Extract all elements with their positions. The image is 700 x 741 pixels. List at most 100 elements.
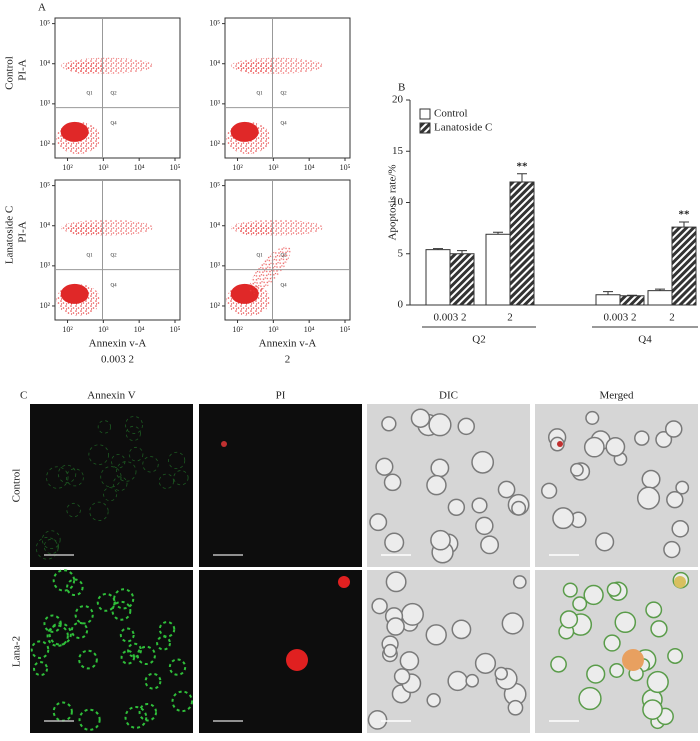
x-tick-label: 10⁴ — [304, 163, 315, 172]
cell — [501, 612, 524, 635]
cell — [171, 690, 194, 713]
cell — [400, 602, 424, 626]
cell — [585, 410, 600, 425]
x-tick-label: 10² — [232, 325, 243, 334]
pi-cell — [338, 576, 350, 588]
micrograph — [30, 570, 193, 733]
cell — [158, 621, 176, 638]
cell — [369, 513, 388, 532]
bar — [509, 181, 535, 306]
cell — [614, 611, 637, 634]
error-bar — [433, 248, 443, 250]
pi-cell — [286, 649, 308, 671]
cell — [650, 620, 668, 638]
cell — [57, 464, 77, 484]
cell — [586, 664, 606, 684]
cell-cloud — [237, 61, 274, 74]
cell — [125, 416, 143, 434]
cell — [667, 647, 684, 664]
cell — [512, 575, 527, 589]
micrograph — [199, 570, 362, 733]
y-axis-label: PI-A — [17, 221, 29, 242]
error-bar — [679, 221, 689, 228]
plot-frame — [224, 179, 351, 321]
y-tick-label: 10² — [40, 139, 51, 148]
cell — [144, 672, 162, 690]
group-label: Q2 — [472, 334, 485, 346]
bar — [449, 253, 475, 306]
y-tick-label: 10³ — [40, 99, 51, 108]
y-tick-label: 10⁴ — [39, 221, 50, 230]
bar — [425, 249, 451, 306]
cell — [634, 430, 650, 446]
cell — [142, 456, 159, 473]
y-tick-label: 15 — [392, 145, 404, 157]
panel-label: A — [38, 2, 46, 14]
y-tick-label: 10² — [40, 301, 51, 310]
cell — [559, 610, 579, 629]
cell — [125, 425, 141, 441]
y-tick-label: 10³ — [210, 99, 221, 108]
cell — [393, 668, 411, 685]
cell — [457, 417, 475, 436]
group-label: Q4 — [638, 334, 652, 346]
y-tick-label: 10⁴ — [209, 221, 220, 230]
cell — [642, 699, 663, 720]
cell — [497, 480, 516, 499]
cell — [671, 519, 690, 538]
y-tick-label: 10² — [210, 301, 221, 310]
row-label: Lanatoside C — [4, 206, 16, 264]
cell — [367, 710, 388, 730]
cell — [97, 420, 112, 434]
x-tick-label: 10⁴ — [134, 163, 145, 172]
x-tick-label: 10³ — [98, 163, 109, 172]
cell — [426, 474, 447, 496]
panel-label: C — [20, 390, 27, 402]
quadrant-label: Q2 — [111, 92, 118, 97]
cell-cloud — [60, 121, 89, 142]
cell — [158, 473, 175, 489]
y-axis-label: PI-A — [17, 59, 29, 80]
legend-swatch — [419, 122, 431, 134]
cell — [663, 540, 681, 559]
cell — [111, 600, 132, 621]
cell — [120, 650, 136, 665]
cell — [381, 416, 397, 432]
cell — [112, 476, 128, 491]
cell — [494, 666, 509, 681]
plot-frame — [224, 17, 351, 159]
cell-cloud — [237, 223, 274, 236]
cell — [511, 500, 527, 516]
cell — [399, 651, 420, 671]
x-tick-label: 10³ — [268, 325, 279, 334]
y-tick-label: 10⁴ — [209, 59, 220, 68]
cell — [116, 461, 137, 482]
cell — [127, 642, 142, 658]
cell — [41, 530, 61, 550]
x-tick-label: 10⁵ — [170, 163, 181, 172]
cell — [46, 624, 69, 647]
cell — [465, 673, 480, 688]
quadrant-label: Q2 — [111, 254, 118, 259]
error-bar — [493, 231, 503, 235]
cell — [156, 635, 171, 651]
micrograph — [199, 404, 362, 567]
y-tick-label: 10⁵ — [39, 180, 50, 189]
x-tick-label: 2 — [669, 312, 675, 324]
cell — [451, 619, 472, 640]
x-tick-label: 0.003 2 — [604, 312, 637, 324]
cell — [168, 658, 187, 676]
cell — [645, 601, 663, 619]
quadrant-label: Q1 — [257, 254, 264, 259]
column-label: 0.003 2 — [101, 354, 134, 366]
cell-cloud — [60, 283, 89, 304]
y-tick-label: 20 — [392, 94, 404, 106]
cell — [65, 468, 84, 487]
y-tick-label: 5 — [398, 247, 404, 259]
row-label: Control — [4, 56, 16, 90]
cell — [550, 655, 567, 673]
cell — [386, 617, 405, 636]
pi-cell — [674, 576, 686, 588]
micrograph — [30, 404, 193, 567]
cell — [371, 597, 388, 615]
